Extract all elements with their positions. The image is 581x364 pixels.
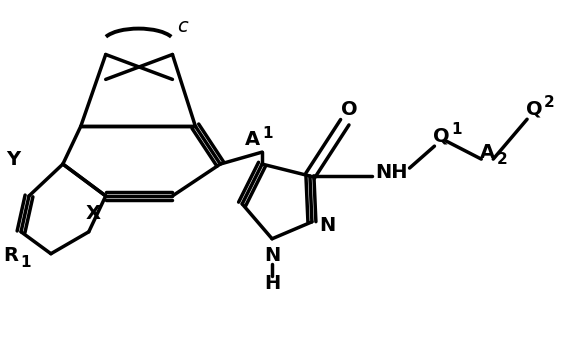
Text: O: O xyxy=(342,100,358,119)
Text: H: H xyxy=(264,274,280,293)
Text: 1: 1 xyxy=(21,255,31,270)
Text: R: R xyxy=(3,246,19,265)
Text: X: X xyxy=(85,204,101,223)
Text: 1: 1 xyxy=(451,122,462,137)
Text: Y: Y xyxy=(6,150,20,169)
Text: NH: NH xyxy=(375,163,408,182)
Text: 2: 2 xyxy=(544,95,554,110)
Text: 2: 2 xyxy=(497,151,508,167)
Text: A: A xyxy=(245,130,260,149)
Text: N: N xyxy=(264,246,280,265)
Text: N: N xyxy=(320,216,336,236)
Text: Q: Q xyxy=(526,100,543,119)
Text: Q: Q xyxy=(433,127,450,146)
Text: c: c xyxy=(177,17,188,36)
Text: 1: 1 xyxy=(262,126,272,141)
Text: A: A xyxy=(480,143,495,162)
